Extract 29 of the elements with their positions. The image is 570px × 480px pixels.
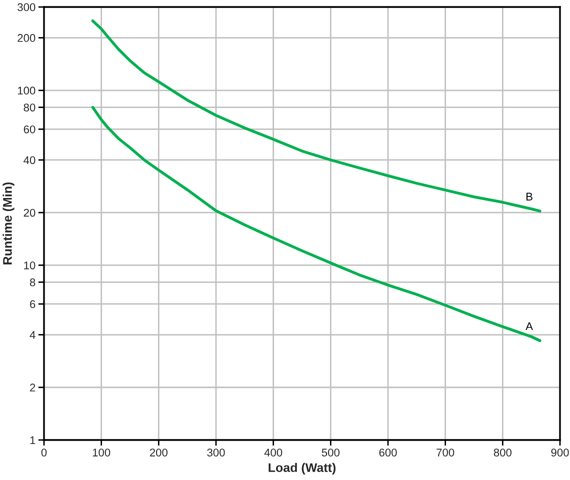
x-tick-label: 900 xyxy=(551,448,569,456)
x-tick-label: 500 xyxy=(322,448,340,456)
y-tick-label: 40 xyxy=(24,156,36,164)
x-tick-label: 0 xyxy=(41,448,47,456)
x-tick-label: 700 xyxy=(436,448,454,456)
x-tick-label: 800 xyxy=(494,448,512,456)
y-tick-label: 60 xyxy=(24,125,36,134)
series-label: A xyxy=(526,322,533,330)
x-tick-label: 300 xyxy=(207,448,225,456)
x-tick-label: 600 xyxy=(379,448,397,456)
y-axis-title: Runtime (Min) xyxy=(2,182,14,264)
series-label: B xyxy=(526,192,532,200)
y-tick-label: 100 xyxy=(18,86,36,95)
y-tick-label: 2 xyxy=(30,384,36,392)
line-series xyxy=(91,106,542,342)
y-tick-label: 8 xyxy=(30,278,36,286)
x-axis-title: Load (Watt) xyxy=(268,462,336,475)
y-tick-label: 200 xyxy=(18,34,36,42)
y-tick-label: 6 xyxy=(30,300,36,308)
line-series xyxy=(91,19,542,212)
y-tick-label: 20 xyxy=(24,208,36,217)
y-tick-label: 1 xyxy=(30,436,36,444)
y-tick-label: 4 xyxy=(30,331,36,339)
x-tick-label: 200 xyxy=(150,448,168,456)
y-tick-label: 10 xyxy=(24,261,36,270)
x-tick-label: 100 xyxy=(92,448,110,456)
y-tick-label: 300 xyxy=(18,3,36,12)
x-tick-label: 400 xyxy=(264,448,282,456)
y-tick-label: 80 xyxy=(24,104,36,112)
